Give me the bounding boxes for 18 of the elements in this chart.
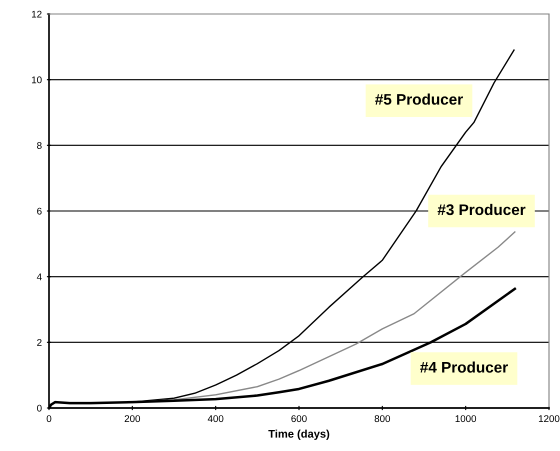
- y-tick-label: 0: [37, 404, 42, 412]
- x-axis-title: Time (days): [268, 430, 330, 440]
- x-tick-label: 1200: [538, 415, 560, 422]
- x-tick-label: 200: [124, 415, 140, 422]
- x-tick-label: 800: [374, 415, 390, 422]
- series-label: #3 Producer: [438, 204, 526, 216]
- x-tick-label: 0: [46, 415, 52, 422]
- y-tick-label: 12: [32, 10, 42, 18]
- x-tick-label: 1000: [456, 415, 476, 422]
- y-tick-label: 6: [37, 208, 42, 215]
- series-label: #5 Producer: [375, 94, 463, 105]
- x-tick-label: 400: [208, 415, 224, 422]
- y-tick-label: 2: [37, 339, 42, 346]
- x-tick-label: 600: [291, 415, 307, 422]
- y-tick-label: 4: [36, 274, 42, 280]
- y-tick-label: 10: [32, 76, 42, 84]
- series-label: #4 Producer: [420, 361, 508, 373]
- y-tick-label: 8: [37, 142, 42, 149]
